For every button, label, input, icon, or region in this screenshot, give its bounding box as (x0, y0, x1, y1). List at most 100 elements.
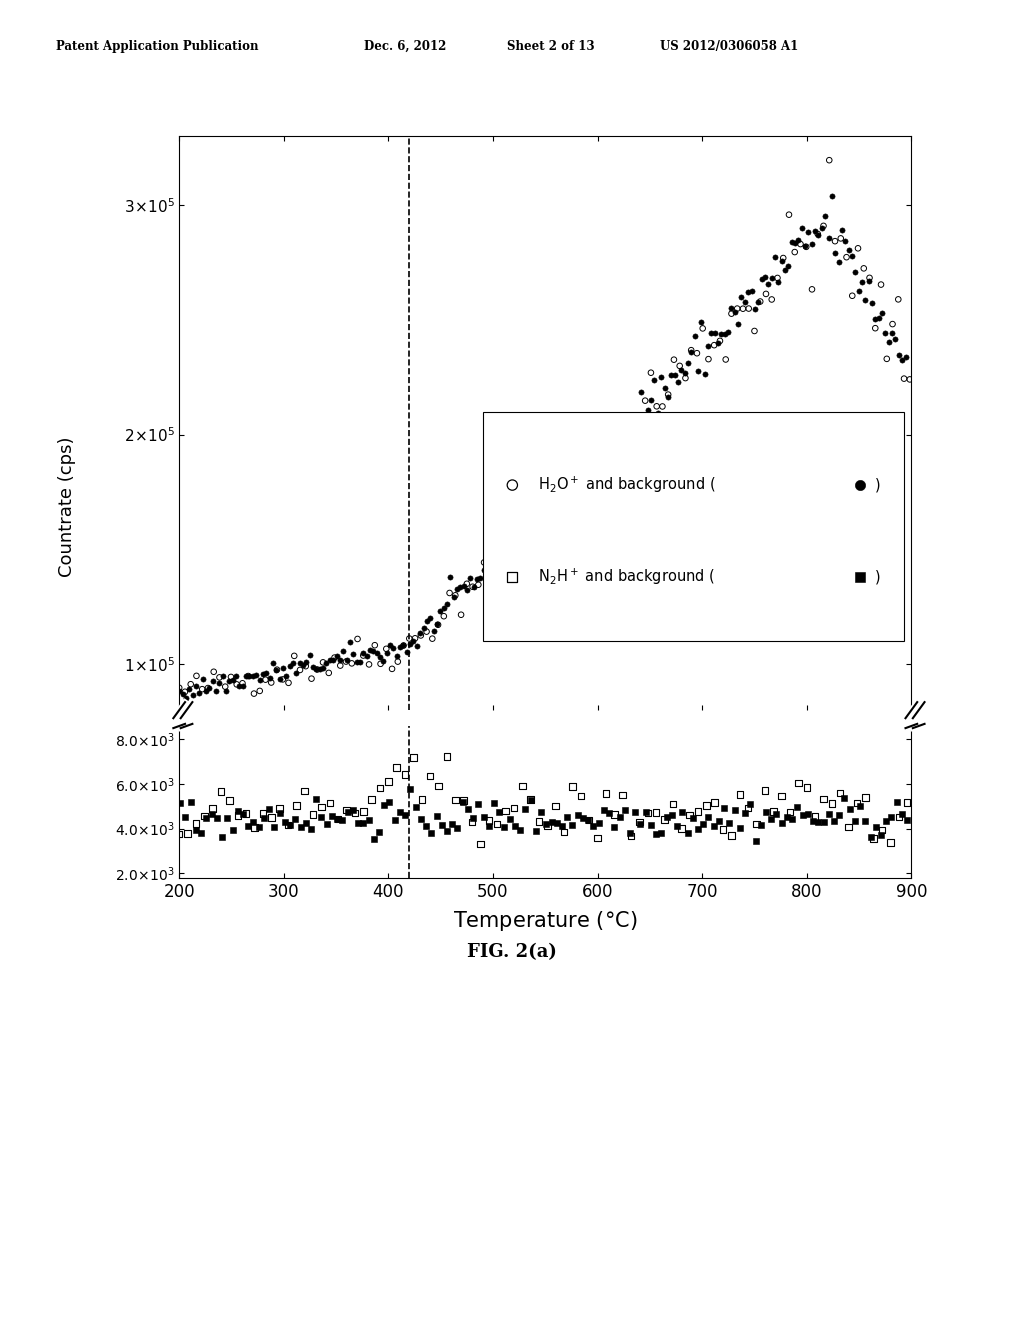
Point (585, 450, 601, 471)
Point (240, 665, 256, 686)
Point (775, 247, 792, 268)
Point (627, 801, 643, 822)
Point (355, 645, 372, 667)
Point (622, 822, 638, 843)
Point (847, 261, 863, 282)
Point (527, 524, 544, 545)
Point (631, 407, 647, 428)
Point (347, 803, 364, 824)
Point (255, 664, 271, 685)
Point (449, 578, 465, 599)
Point (455, 791, 471, 812)
Point (677, 367, 693, 388)
Point (456, 791, 472, 812)
Point (287, 808, 303, 829)
Point (841, 239, 857, 260)
Point (476, 552, 493, 573)
Point (435, 606, 452, 627)
Text: FIG. 2(a): FIG. 2(a) (467, 942, 557, 961)
Point (614, 426, 631, 447)
Point (332, 649, 348, 671)
Point (643, 389, 659, 411)
Point (532, 521, 549, 543)
Point (603, 440, 620, 461)
Point (395, 635, 412, 656)
Point (217, 676, 233, 697)
Point (204, 804, 220, 825)
Point (433, 814, 450, 836)
Point (345, 800, 361, 821)
Point (864, 293, 881, 314)
Point (649, 403, 666, 424)
Point (707, 792, 723, 813)
Point (721, 812, 737, 833)
X-axis label: Temperature ($°$C): Temperature ($°$C) (453, 909, 638, 933)
Point (469, 569, 485, 590)
Point (887, 329, 903, 350)
Point (335, 640, 351, 661)
Point (896, 368, 912, 389)
Point (242, 665, 258, 686)
Point (767, 247, 783, 268)
Point (598, 783, 614, 804)
Text: $\mathrm{H_2O^+}$ and background (: $\mathrm{H_2O^+}$ and background ( (538, 475, 716, 495)
Point (460, 799, 476, 820)
Point (805, 810, 821, 832)
Point (406, 631, 422, 652)
Point (699, 335, 716, 356)
Point (656, 809, 673, 830)
Point (564, 776, 581, 797)
Point (456, 576, 472, 597)
Point (606, 424, 623, 445)
Point (510, 511, 526, 532)
Point (395, 635, 412, 656)
Point (181, 678, 198, 700)
Point (416, 618, 432, 639)
Point (693, 312, 710, 333)
Point (465, 807, 481, 828)
Point (707, 323, 723, 345)
Point (470, 793, 486, 814)
Point (413, 624, 429, 645)
Point (246, 682, 262, 704)
Point (197, 805, 213, 826)
Point (763, 809, 779, 830)
Point (549, 813, 565, 834)
Point (303, 818, 319, 840)
Point (620, 413, 636, 434)
Point (572, 444, 589, 465)
Point (714, 323, 730, 345)
Point (355, 801, 372, 822)
Point (740, 281, 757, 302)
Point (292, 652, 308, 673)
Point (826, 231, 843, 252)
Point (823, 185, 840, 206)
Point (566, 474, 583, 495)
Point (878, 810, 894, 832)
Point (656, 378, 673, 399)
Point (397, 804, 414, 825)
Point (616, 418, 633, 440)
Point (188, 665, 205, 686)
Point (857, 289, 873, 310)
Point (797, 235, 813, 256)
Point (295, 655, 311, 676)
Point (214, 826, 230, 847)
Point (596, 444, 612, 465)
Point (475, 560, 492, 581)
Point (590, 434, 606, 455)
Point (554, 814, 570, 836)
Point (551, 486, 567, 507)
Point (730, 313, 746, 334)
Point (658, 807, 675, 828)
Point (381, 792, 397, 813)
Point (599, 421, 615, 442)
Point (807, 220, 823, 242)
Point (364, 789, 380, 810)
Point (833, 228, 849, 249)
Point (559, 807, 575, 828)
Point (884, 807, 900, 828)
Point (332, 655, 348, 676)
Point (773, 785, 790, 807)
Point (616, 800, 633, 821)
